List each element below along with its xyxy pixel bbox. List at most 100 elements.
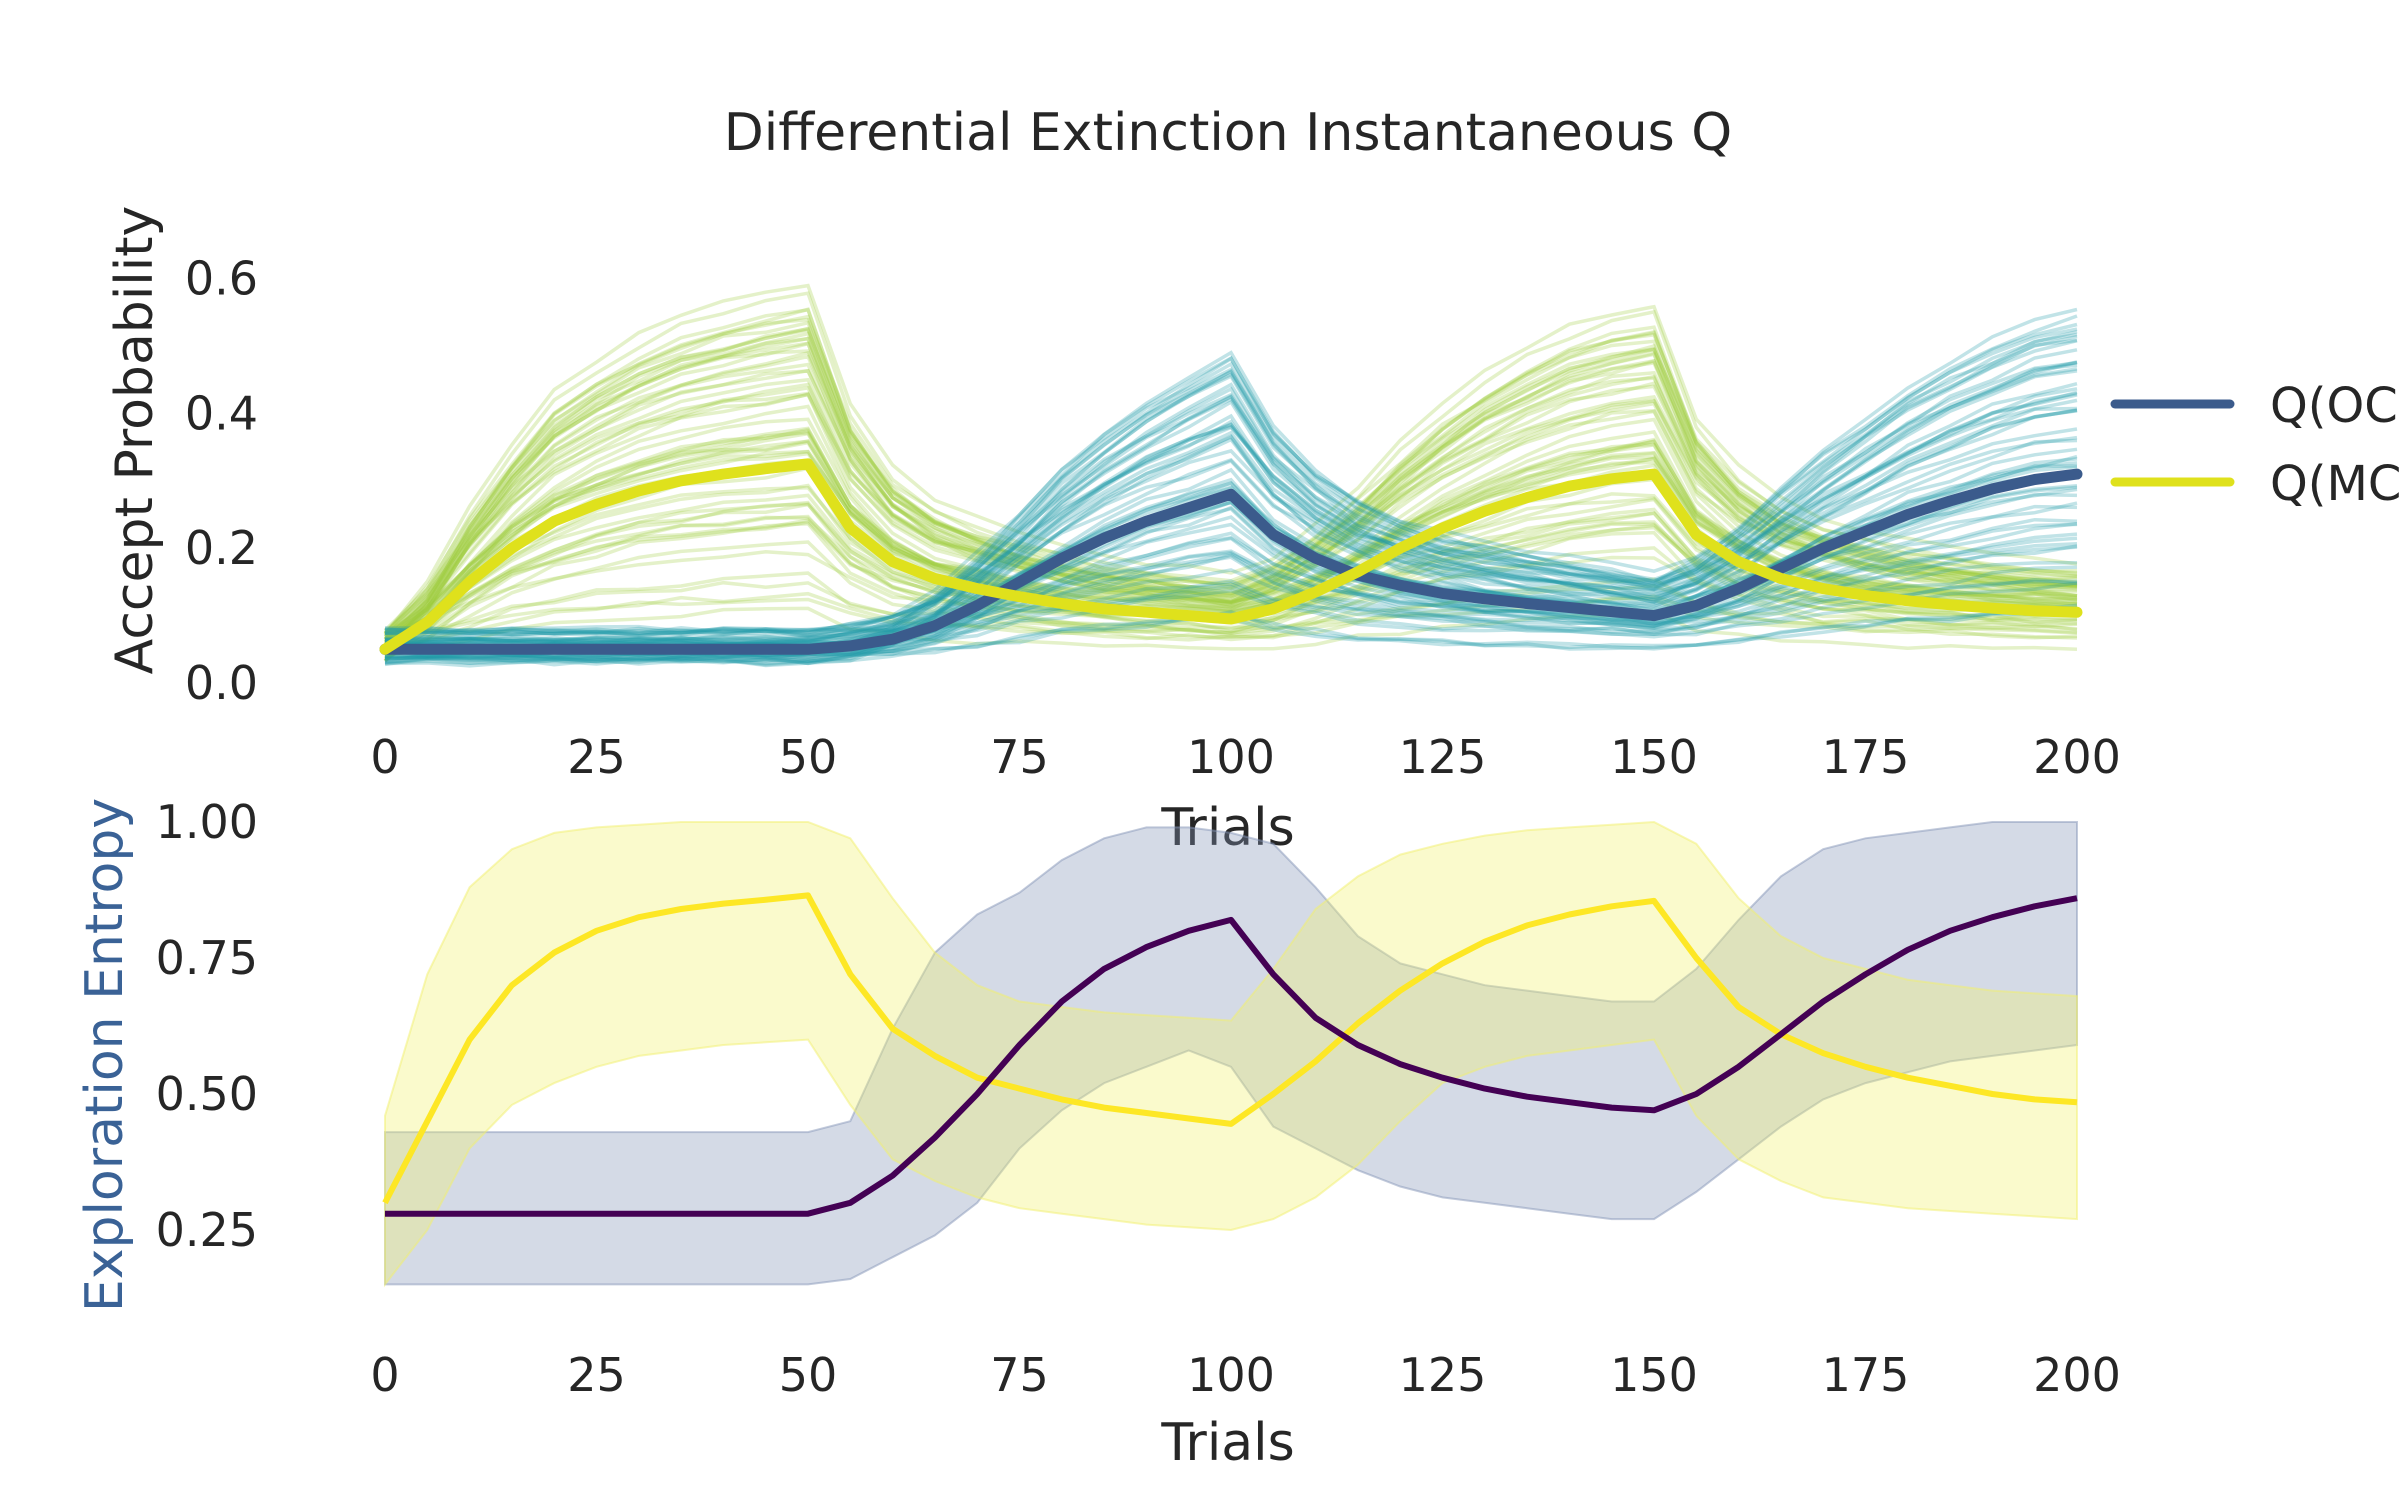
individual-trace bbox=[383, 314, 2078, 653]
individual-trace bbox=[383, 341, 2078, 656]
top-x-tick-label: 50 bbox=[779, 730, 838, 784]
top-mean-lines bbox=[379, 458, 2083, 655]
individual-trace bbox=[384, 449, 2078, 635]
individual-trace bbox=[383, 328, 2078, 646]
individual-trace bbox=[384, 334, 2078, 666]
individual-trace bbox=[384, 398, 2078, 636]
bottom-x-tick-label: 75 bbox=[990, 1348, 1049, 1402]
bottom-x-axis-label: Trials bbox=[1160, 1413, 1294, 1473]
individual-trace bbox=[384, 363, 2078, 643]
individual-trace bbox=[383, 369, 2078, 649]
bottom-x-tick-label: 200 bbox=[2033, 1348, 2121, 1402]
individual-trace bbox=[384, 382, 2078, 666]
top-x-tick-label: 175 bbox=[1822, 730, 1910, 784]
individual-trace bbox=[384, 560, 2078, 649]
individual-trace bbox=[384, 591, 2078, 641]
top-x-tick-label: 150 bbox=[1610, 730, 1698, 784]
individual-trace bbox=[384, 502, 2078, 660]
individual-trace bbox=[383, 349, 2078, 632]
bottom-y-tick-label: 1.00 bbox=[156, 795, 258, 849]
individual-trace bbox=[384, 447, 2078, 659]
individual-trace bbox=[383, 429, 2078, 652]
top-y-tick-label: 0.6 bbox=[185, 252, 258, 306]
individual-trace bbox=[384, 474, 2078, 667]
individual-trace bbox=[384, 580, 2078, 637]
top-y-axis-label: Accept Probability bbox=[105, 206, 165, 675]
bottom-lines bbox=[382, 892, 2078, 1217]
mean-line-1 bbox=[379, 458, 2083, 655]
individual-trace bbox=[384, 577, 2078, 637]
individual-trace bbox=[383, 327, 2078, 653]
mean-line-0 bbox=[379, 468, 2083, 655]
individual-trace bbox=[383, 320, 2078, 647]
individual-trace bbox=[383, 362, 2078, 652]
individual-trace bbox=[383, 350, 2078, 651]
individual-trace bbox=[383, 392, 2078, 639]
individual-trace bbox=[383, 326, 2078, 635]
bottom-y-tick-label: 0.25 bbox=[156, 1203, 258, 1257]
bottom-bands bbox=[384, 820, 2078, 1288]
individual-trace bbox=[384, 435, 2078, 635]
top-y-tick-label: 0.0 bbox=[185, 656, 258, 710]
entropy-line-1 bbox=[382, 892, 2078, 1205]
individual-trace bbox=[383, 331, 2078, 644]
individual-trace bbox=[383, 307, 2078, 652]
individual-trace bbox=[384, 314, 2078, 647]
legend-label-oc: Q(OC bbox=[2270, 378, 2398, 434]
legend: Q(OC Q(MC bbox=[2110, 378, 2400, 512]
top-x-ticks: 0 25 50 75 100 125 150 175 200 bbox=[370, 730, 2121, 784]
individual-trace bbox=[384, 532, 2078, 662]
individual-trace bbox=[384, 571, 2078, 651]
individual-trace bbox=[384, 541, 2078, 639]
individual-trace bbox=[384, 348, 2078, 663]
individual-trace bbox=[384, 427, 2078, 636]
individual-trace bbox=[383, 449, 2078, 643]
top-x-tick-label: 100 bbox=[1187, 730, 1275, 784]
bottom-x-tick-label: 100 bbox=[1187, 1348, 1275, 1402]
entropy-line-0 bbox=[385, 895, 2078, 1217]
individual-trace bbox=[384, 391, 2078, 637]
individual-trace bbox=[384, 327, 2078, 635]
individual-trace bbox=[384, 322, 2078, 646]
bottom-x-tick-label: 150 bbox=[1610, 1348, 1698, 1402]
bottom-y-axis-label: Exploration Entropy bbox=[75, 798, 135, 1312]
bottom-x-ticks: 0 25 50 75 100 125 150 175 200 bbox=[370, 1348, 2121, 1402]
bottom-y-ticks: 0.25 0.50 0.75 1.00 bbox=[156, 795, 258, 1257]
individual-trace bbox=[384, 367, 2078, 658]
individual-trace bbox=[384, 500, 2078, 650]
individual-trace bbox=[383, 385, 2078, 645]
individual-trace bbox=[384, 439, 2078, 644]
individual-trace bbox=[384, 408, 2078, 668]
individual-trace bbox=[384, 387, 2078, 661]
individual-trace bbox=[383, 368, 2078, 635]
individual-trace bbox=[384, 544, 2078, 648]
individual-trace bbox=[383, 291, 2078, 641]
bottom-x-tick-label: 125 bbox=[1399, 1348, 1487, 1402]
bottom-x-tick-label: 50 bbox=[779, 1348, 838, 1402]
individual-trace bbox=[384, 487, 2078, 663]
individual-trace bbox=[384, 393, 2078, 637]
figure-title: Differential Extinction Instantaneous Q bbox=[724, 103, 1732, 163]
confidence-band-1 bbox=[384, 820, 2078, 1288]
top-x-tick-label: 200 bbox=[2033, 730, 2121, 784]
legend-label-mc: Q(MC bbox=[2270, 456, 2400, 512]
individual-trace bbox=[384, 521, 2078, 661]
individual-trace bbox=[383, 336, 2078, 656]
individual-trace bbox=[383, 307, 2078, 654]
individual-trace bbox=[384, 464, 2077, 649]
top-y-tick-label: 0.2 bbox=[185, 521, 258, 575]
individual-trace bbox=[383, 317, 2078, 636]
individual-trace bbox=[383, 354, 2078, 638]
individual-trace bbox=[383, 377, 2078, 638]
individual-trace bbox=[385, 406, 2078, 646]
top-x-tick-label: 125 bbox=[1399, 730, 1487, 784]
individual-trace bbox=[384, 332, 2078, 644]
individual-trace bbox=[383, 336, 2078, 662]
individual-trace bbox=[384, 360, 2078, 638]
bottom-x-tick-label: 25 bbox=[567, 1348, 626, 1402]
individual-trace bbox=[384, 438, 2078, 644]
individual-trace bbox=[383, 341, 2078, 648]
individual-trace bbox=[384, 408, 2078, 665]
bottom-y-tick-label: 0.75 bbox=[156, 931, 258, 985]
